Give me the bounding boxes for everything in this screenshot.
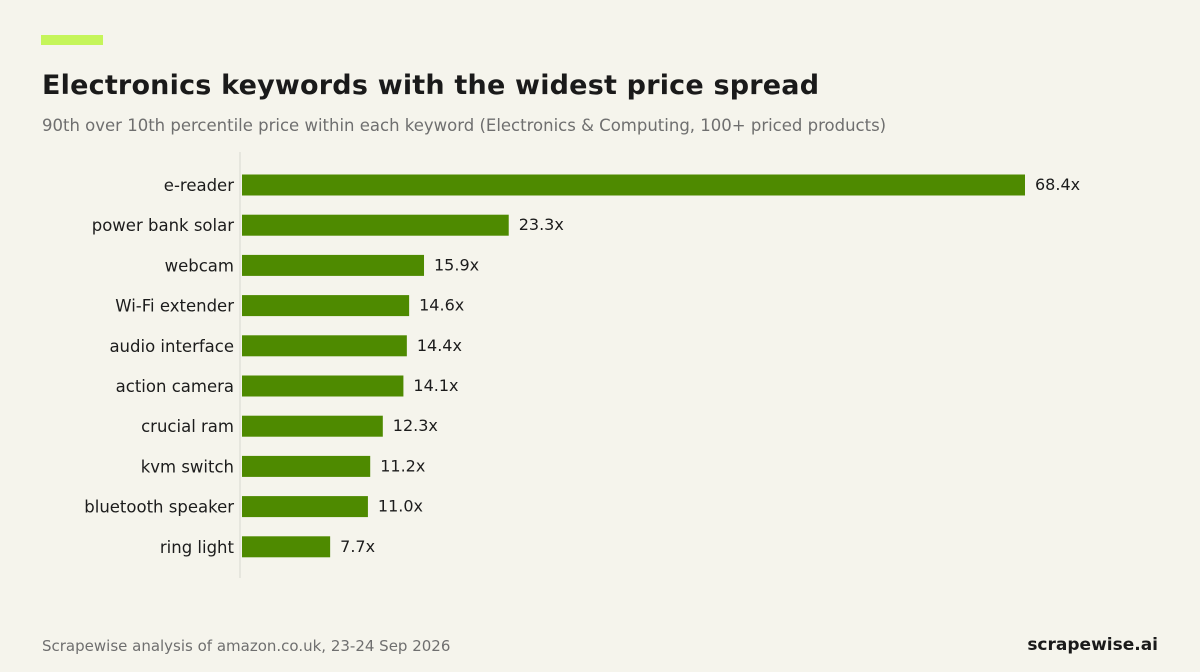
bar-value-label: 11.0x (378, 497, 423, 516)
bar-value-label: 14.6x (419, 296, 464, 315)
bar-value-label: 14.4x (417, 336, 462, 355)
category-label: audio interface (109, 337, 234, 356)
bar (242, 496, 368, 518)
bar-value-label: 23.3x (519, 215, 564, 234)
bar (242, 375, 404, 397)
bar-value-label: 14.1x (413, 376, 458, 395)
chart-title: Electronics keywords with the widest pri… (42, 70, 820, 101)
bar-value-label: 68.4x (1035, 175, 1080, 194)
bar (242, 254, 425, 276)
source-note: Scrapewise analysis of amazon.co.uk, 23-… (42, 637, 451, 655)
category-label: e-reader (164, 176, 234, 195)
chart-subtitle: 90th over 10th percentile price within e… (42, 116, 887, 135)
bar (242, 335, 407, 357)
category-label: ring light (160, 538, 235, 557)
bar-value-label: 12.3x (393, 416, 438, 435)
bar (242, 455, 371, 477)
bar (242, 295, 410, 317)
bar (242, 415, 383, 437)
bar-value-label: 15.9x (434, 255, 479, 274)
bar (242, 536, 331, 558)
bar (242, 174, 1025, 196)
bar (242, 214, 509, 236)
category-label: crucial ram (141, 417, 234, 436)
category-label: power bank solar (92, 216, 234, 235)
bar-value-label: 7.7x (340, 537, 375, 556)
brand-logo-text: scrapewise.ai (1027, 635, 1158, 655)
category-label: kvm switch (141, 457, 234, 476)
category-label: bluetooth speaker (84, 498, 234, 517)
accent-bar (41, 35, 103, 45)
category-label: action camera (116, 377, 234, 396)
category-label: Wi-Fi extender (115, 297, 234, 316)
bar-value-label: 11.2x (380, 456, 425, 475)
category-label: webcam (165, 256, 234, 275)
bar-chart: e-reader 68.4x power bank solar 23.3x webcam… (84, 152, 1080, 578)
